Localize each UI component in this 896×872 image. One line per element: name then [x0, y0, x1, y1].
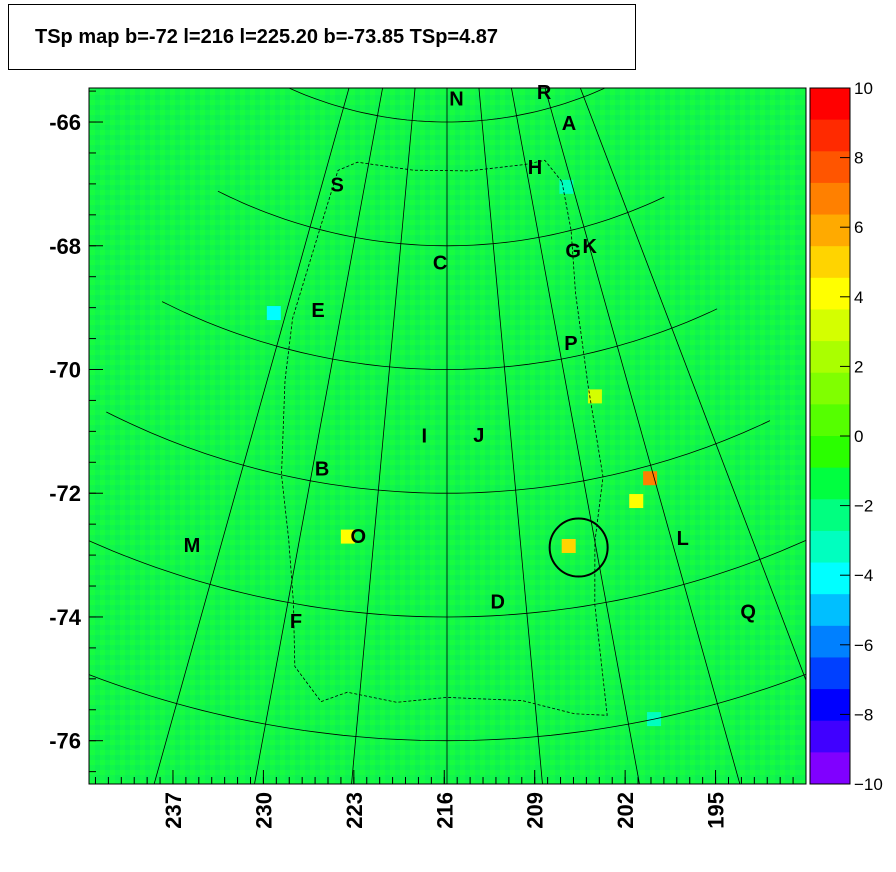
y-tick-label-4: -74 — [49, 605, 82, 630]
hotspot-5 — [559, 179, 574, 194]
hotspot-6 — [266, 306, 281, 321]
region-label-r: R — [537, 82, 552, 104]
region-label-o: O — [350, 526, 366, 548]
colorbar-label-9: −8 — [854, 705, 873, 724]
hotspot-3 — [340, 529, 355, 544]
x-tick-label-2: 223 — [342, 792, 367, 829]
meridian-line-2 — [478, 88, 543, 784]
region-label-p: P — [564, 333, 577, 355]
colorbar-segment-6 — [810, 277, 850, 310]
y-tick-label-0: -66 — [49, 110, 81, 135]
colorbar-segment-3 — [810, 182, 850, 216]
colorbar-segment-21 — [810, 752, 850, 785]
colorbar-label-4: 2 — [854, 357, 863, 376]
x-tick-label-4: 209 — [523, 792, 548, 829]
hotspot-2 — [561, 538, 576, 553]
colorbar-segment-18 — [810, 657, 850, 690]
region-label-m: M — [184, 535, 201, 557]
colorbar-segment-8 — [810, 341, 850, 374]
x-tick-label-6: 195 — [704, 792, 729, 829]
region-label-b: B — [315, 459, 329, 481]
colorbar-label-3: 4 — [854, 288, 863, 307]
colorbar-segment-17 — [810, 625, 850, 658]
plot-frame — [88, 87, 807, 785]
region-label-h: H — [528, 157, 542, 179]
meridian-line-6 — [153, 88, 350, 784]
meridian-line-7 — [579, 88, 806, 682]
hotspot-0 — [643, 471, 658, 486]
colorbar-segment-9 — [810, 372, 850, 405]
colorbar-label-5: 0 — [854, 427, 863, 446]
colorbar-label-6: −2 — [854, 497, 873, 516]
meridian-line-4 — [351, 88, 416, 784]
title-box: TSp map b=-72 l=216 l=225.20 b=-73.85 TS… — [8, 4, 636, 70]
colorbar-segment-14 — [810, 530, 850, 564]
region-label-e: E — [311, 300, 324, 322]
colorbar-label-1: 8 — [854, 149, 863, 168]
region-label-n: N — [449, 89, 463, 111]
source-marker — [548, 517, 609, 578]
colorbar-segment-12 — [810, 467, 850, 500]
region-label-g: G — [565, 240, 581, 262]
colorbar-segment-19 — [810, 689, 850, 722]
region-label-i: I — [421, 425, 427, 447]
x-tick-label-3: 216 — [432, 792, 457, 829]
colorbar-segment-0 — [810, 88, 850, 121]
region-label-f: F — [290, 611, 302, 633]
meridian-line-5 — [254, 88, 383, 784]
chart-title: TSp map b=-72 l=216 l=225.20 b=-73.85 TS… — [35, 25, 499, 48]
colorbar-segment-11 — [810, 436, 850, 469]
plot-area: R N AH S KG C E P J I B O L M D F Q — [88, 82, 807, 785]
colorbar-segment-20 — [810, 720, 850, 753]
hotspot-1 — [629, 494, 644, 509]
region-label-d: D — [490, 591, 504, 613]
colorbar-segment-13 — [810, 499, 850, 532]
colorbar: 10 8 6 4 2 0 −2 −4 −6 −8 −10 — [809, 79, 883, 794]
region-label-k: K — [583, 236, 598, 258]
region-label-s: S — [330, 174, 343, 196]
meridian-line-0 — [544, 88, 741, 784]
plot-background — [89, 88, 806, 784]
y-tick-label-3: -72 — [49, 481, 81, 506]
colorbar-label-0: 10 — [854, 79, 873, 98]
parallel-line-4 — [89, 539, 806, 618]
parallel-line-0 — [288, 88, 606, 123]
x-tick-label-0: 237 — [161, 792, 186, 829]
colorbar-label-8: −6 — [854, 636, 873, 655]
colorbar-segment-15 — [810, 562, 850, 595]
region-label-l: L — [677, 528, 689, 550]
colorbar-segment-5 — [810, 246, 850, 279]
colorbar-label-7: −4 — [854, 566, 873, 585]
parallel-line-2 — [161, 301, 718, 370]
parallel-line-5 — [89, 673, 806, 742]
parallel-line-1 — [217, 190, 665, 247]
region-label-j: J — [473, 425, 484, 447]
region-label-a: A — [562, 113, 576, 135]
y-tick-label-2: -70 — [49, 357, 81, 382]
y-tick-label-5: -76 — [49, 729, 81, 754]
x-tick-label-5: 202 — [613, 792, 638, 829]
hotspot-4 — [587, 389, 602, 404]
colorbar-segment-1 — [810, 119, 850, 152]
meridian-line-1 — [511, 88, 640, 784]
colorbar-segment-4 — [810, 214, 850, 247]
x-tick-label-1: 230 — [251, 792, 276, 829]
region-label-q: Q — [740, 601, 756, 623]
colorbar-segment-7 — [810, 309, 850, 342]
colorbar-segment-10 — [810, 404, 850, 437]
survey-outline — [281, 159, 608, 716]
colorbar-label-10: −10 — [854, 775, 883, 794]
y-tick-label-1: -68 — [49, 234, 81, 259]
region-label-c: C — [433, 253, 447, 275]
parallel-line-3 — [106, 411, 771, 494]
colorbar-segment-16 — [810, 594, 850, 627]
colorbar-label-2: 6 — [854, 218, 863, 237]
colorbar-segment-2 — [810, 151, 850, 184]
